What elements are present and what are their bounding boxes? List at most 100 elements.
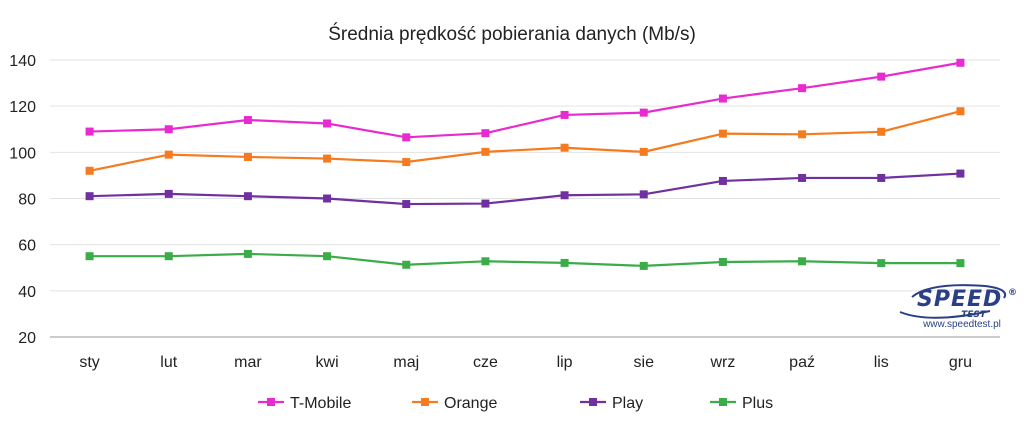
- y-tick-label: 120: [9, 99, 36, 116]
- data-point: [560, 110, 569, 119]
- data-point: [243, 249, 252, 258]
- x-tick-label: kwi: [316, 354, 339, 371]
- data-point: [323, 119, 332, 128]
- series-line: [89, 172, 961, 206]
- logo-swoosh-top: [911, 284, 1007, 299]
- data-point: [243, 192, 252, 201]
- data-point: [323, 194, 332, 203]
- speedtest-logo: SPEED TEST ® www.speedtest.pl: [899, 284, 1017, 330]
- x-axis-ticks: sty lut mar kwi maj cze lip sie wrz paź lis gru: [79, 354, 972, 371]
- logo-url: www.speedtest.pl: [922, 319, 1001, 330]
- x-tick-label: mar: [234, 354, 262, 371]
- data-point: [164, 125, 173, 134]
- x-tick-label: lip: [557, 354, 573, 371]
- data-point: [560, 143, 569, 152]
- legend: T-Mobile Orange Play Plus: [258, 395, 773, 412]
- legend-marker: [589, 398, 597, 406]
- data-point: [164, 189, 173, 198]
- data-point: [718, 94, 727, 103]
- legend-item: Play: [580, 395, 643, 412]
- x-tick-label: paź: [789, 354, 815, 371]
- legend-marker: [719, 398, 727, 406]
- data-point: [639, 190, 648, 199]
- data-point: [323, 252, 332, 261]
- data-point: [639, 261, 648, 270]
- y-tick-label: 100: [9, 145, 36, 162]
- data-point: [560, 258, 569, 267]
- data-point: [956, 58, 965, 67]
- y-tick-label: 20: [18, 330, 36, 347]
- data-point: [481, 199, 490, 208]
- legend-item: Plus: [710, 395, 773, 412]
- legend-label: Play: [612, 395, 643, 412]
- x-tick-label: wrz: [709, 354, 735, 371]
- data-point: [798, 257, 807, 266]
- series-orange: [85, 107, 965, 175]
- logo-brand: SPEED: [917, 287, 1002, 312]
- data-point: [718, 257, 727, 266]
- data-point: [85, 252, 94, 261]
- series-plus: [85, 249, 965, 270]
- logo-registered: ®: [1008, 288, 1017, 298]
- data-point: [718, 129, 727, 138]
- data-point: [481, 129, 490, 138]
- data-point: [85, 166, 94, 175]
- legend-marker: [421, 398, 429, 406]
- data-point: [956, 169, 965, 178]
- legend-label: Orange: [444, 395, 497, 412]
- x-tick-label: gru: [949, 354, 972, 371]
- data-point: [798, 84, 807, 93]
- data-point: [85, 192, 94, 201]
- x-tick-label: cze: [473, 354, 498, 371]
- data-point: [877, 173, 886, 182]
- data-point: [639, 147, 648, 156]
- data-point: [402, 200, 411, 209]
- x-tick-label: sty: [79, 354, 99, 371]
- logo-swoosh-bottom: [899, 310, 991, 319]
- series-line: [89, 61, 961, 139]
- series-line: [89, 110, 961, 172]
- data-point: [164, 252, 173, 261]
- data-point: [877, 72, 886, 81]
- data-point: [402, 260, 411, 269]
- y-tick-label: 60: [18, 238, 36, 255]
- series-layer: [85, 58, 965, 270]
- series-line: [89, 252, 961, 268]
- series-t-mobile: [85, 58, 965, 142]
- data-point: [243, 152, 252, 161]
- data-point: [877, 259, 886, 268]
- data-point: [243, 116, 252, 125]
- data-point: [718, 176, 727, 185]
- logo-sub: TEST: [961, 310, 987, 320]
- legend-label: Plus: [742, 395, 773, 412]
- chart-title: Średnia prędkość pobierania danych (Mb/s…: [328, 23, 696, 45]
- legend-marker: [267, 398, 275, 406]
- series-play: [85, 169, 965, 209]
- data-point: [956, 107, 965, 116]
- data-point: [798, 130, 807, 139]
- y-tick-label: 140: [9, 53, 36, 70]
- data-point: [956, 259, 965, 268]
- x-tick-label: maj: [393, 354, 419, 371]
- y-tick-label: 80: [18, 192, 36, 209]
- y-tick-label: 40: [18, 284, 36, 301]
- data-point: [402, 133, 411, 142]
- data-point: [560, 191, 569, 200]
- data-point: [481, 257, 490, 266]
- data-point: [877, 127, 886, 136]
- data-point: [164, 150, 173, 159]
- x-tick-label: lis: [874, 354, 889, 371]
- data-point: [798, 173, 807, 182]
- x-tick-label: lut: [160, 354, 177, 371]
- data-point: [323, 154, 332, 163]
- legend-item: T-Mobile: [258, 395, 351, 412]
- data-point: [85, 127, 94, 136]
- legend-item: Orange: [412, 395, 497, 412]
- grid-lines: [50, 59, 1000, 338]
- x-tick-label: sie: [634, 354, 655, 371]
- data-point: [402, 158, 411, 167]
- data-point: [481, 147, 490, 156]
- data-point: [639, 108, 648, 117]
- legend-label: T-Mobile: [290, 395, 351, 412]
